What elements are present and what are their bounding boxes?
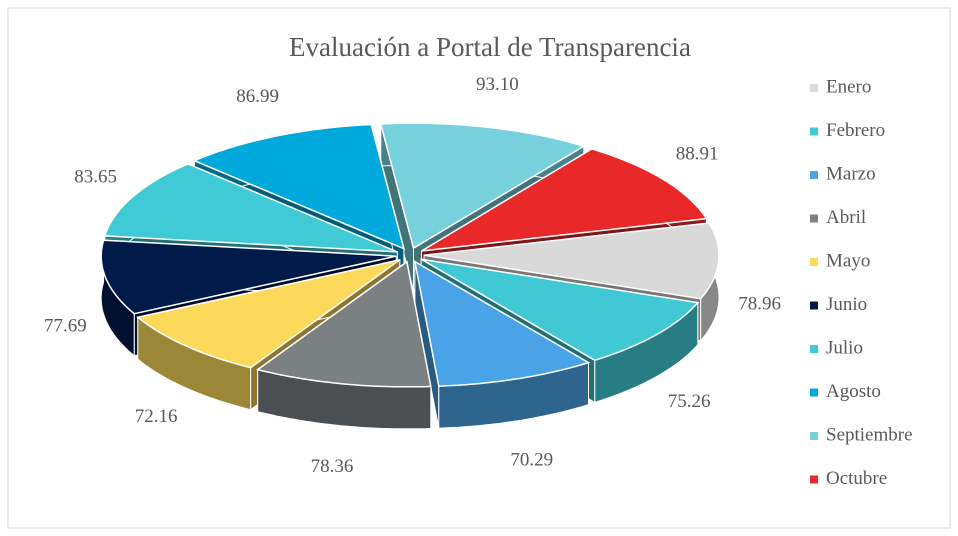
data-label: 72.16	[135, 406, 178, 427]
data-label: 93.10	[476, 74, 519, 95]
slice	[100, 239, 397, 315]
slice	[423, 222, 720, 300]
legend-label: Julio	[826, 337, 863, 358]
data-label: 75.26	[668, 391, 711, 412]
data-label: 78.36	[311, 456, 354, 477]
slice	[136, 259, 401, 369]
data-label: 70.29	[510, 449, 553, 470]
legend-label: Marzo	[826, 163, 876, 184]
slice	[255, 260, 432, 388]
legend-label: Agosto	[826, 381, 881, 402]
legend-label: Junio	[826, 294, 867, 315]
legend-label: Febrero	[826, 120, 885, 141]
legend-label: Septiembre	[826, 424, 913, 445]
legend-swatch	[810, 84, 818, 92]
legend-swatch	[810, 127, 818, 136]
slice	[379, 122, 586, 250]
legend-swatch	[810, 432, 818, 440]
legend-label: Abril	[826, 207, 866, 228]
legend-label: Octubre	[826, 468, 887, 489]
data-label: 78.96	[738, 293, 781, 314]
slice	[421, 148, 708, 252]
legend-swatch	[810, 258, 818, 266]
slice	[420, 258, 700, 362]
legend-swatch	[810, 214, 818, 223]
legend-swatch	[810, 475, 818, 484]
legend-swatch	[810, 301, 818, 310]
legend-swatch	[810, 171, 818, 179]
slice	[413, 260, 591, 387]
data-label: 83.65	[74, 166, 117, 187]
slice	[192, 123, 406, 250]
data-label: 77.69	[44, 316, 87, 337]
legend-label: Enero	[826, 76, 871, 97]
chart-title: Evaluación a Portal de Transparencia	[289, 32, 691, 62]
data-label: 86.99	[236, 86, 279, 107]
legend-label: Mayo	[826, 250, 870, 271]
slice	[103, 163, 398, 253]
legend-swatch	[810, 388, 818, 397]
legend-swatch	[810, 345, 818, 353]
data-label: 88.91	[676, 143, 719, 164]
